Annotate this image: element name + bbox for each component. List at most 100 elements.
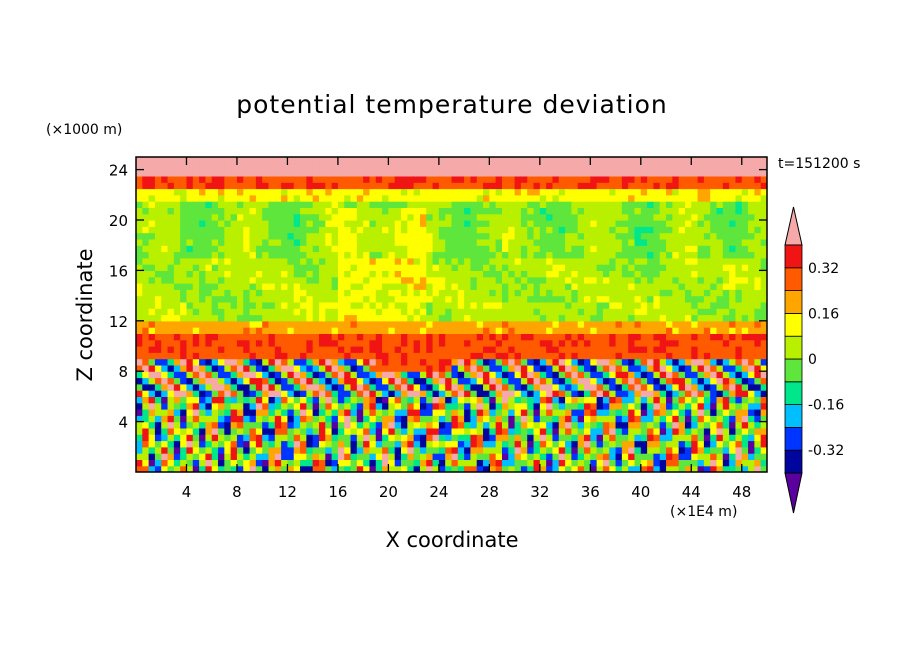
heatmap-cell <box>653 301 661 309</box>
heatmap-cell <box>382 289 389 297</box>
heatmap-cell <box>451 371 459 379</box>
heatmap-cell <box>684 465 692 472</box>
heatmap-cell <box>489 371 497 379</box>
heatmap-cell <box>318 383 326 391</box>
heatmap-cell <box>697 371 705 379</box>
heatmap-cell <box>577 402 585 410</box>
heatmap-cell <box>508 238 516 246</box>
heatmap-cell <box>741 440 749 448</box>
heatmap-cell <box>401 232 408 240</box>
heatmap-cell <box>180 264 188 271</box>
heatmap-cell <box>167 220 175 227</box>
heatmap-cell <box>659 339 667 347</box>
heatmap-cell <box>571 232 579 240</box>
heatmap-cell <box>659 289 667 297</box>
heatmap-cell <box>602 264 610 271</box>
heatmap-cell <box>369 465 377 472</box>
heatmap-cell <box>577 358 585 366</box>
heatmap-cell <box>748 358 755 366</box>
heatmap-cell <box>161 289 169 297</box>
heatmap-cell <box>533 226 541 234</box>
heatmap-cell <box>533 346 541 353</box>
heatmap-cell <box>748 163 755 171</box>
heatmap-cell <box>218 283 225 290</box>
heatmap-cell <box>363 396 371 404</box>
heatmap-cell <box>609 257 617 265</box>
heatmap-cell <box>628 320 636 328</box>
heatmap-cell <box>287 188 295 196</box>
heatmap-cell <box>350 188 358 196</box>
heatmap-cell <box>558 226 566 234</box>
heatmap-cell <box>281 295 289 303</box>
heatmap-cell <box>300 276 307 284</box>
heatmap-cell <box>546 421 554 429</box>
heatmap-cell <box>186 220 194 227</box>
heatmap-cell <box>659 396 667 404</box>
heatmap-cell <box>514 434 522 442</box>
heatmap-cell <box>432 163 440 171</box>
heatmap-cell <box>432 295 440 303</box>
heatmap-cell <box>180 446 188 454</box>
heatmap-cell <box>653 427 661 435</box>
heatmap-cell <box>192 453 200 460</box>
heatmap-cell <box>199 377 207 385</box>
heatmap-cell <box>470 232 478 240</box>
heatmap-cell <box>678 314 686 322</box>
heatmap-cell <box>640 453 648 460</box>
heatmap-cell <box>205 396 213 404</box>
heatmap-cell <box>735 440 743 448</box>
heatmap-cell <box>401 415 408 423</box>
heatmap-cell <box>287 226 295 234</box>
heatmap-cell <box>716 402 724 410</box>
heatmap-cell <box>211 459 219 467</box>
heatmap-cell <box>407 364 415 372</box>
heatmap-cell <box>565 440 572 448</box>
heatmap-cell <box>375 220 383 227</box>
heatmap-cell <box>703 182 711 190</box>
heatmap-cell <box>262 157 270 164</box>
heatmap-cell <box>741 465 749 472</box>
heatmap-cell <box>142 157 150 164</box>
heatmap-cell <box>413 257 421 265</box>
heatmap-cell <box>539 371 547 379</box>
heatmap-cell <box>703 264 711 271</box>
heatmap-cell <box>552 339 560 347</box>
heatmap-cell <box>722 352 730 360</box>
heatmap-cell <box>186 377 194 385</box>
heatmap-cell <box>741 264 749 271</box>
heatmap-cell <box>546 371 554 379</box>
heatmap-cell <box>539 289 547 297</box>
heatmap-cell <box>255 434 263 442</box>
heatmap-cell <box>407 327 415 334</box>
heatmap-cell <box>735 371 743 379</box>
heatmap-cell <box>703 415 711 423</box>
heatmap-cell <box>596 446 604 454</box>
heatmap-cell <box>388 427 396 435</box>
heatmap-cell <box>337 207 345 215</box>
heatmap-cell <box>754 270 762 278</box>
heatmap-cell <box>445 276 453 284</box>
heatmap-cell <box>142 194 150 202</box>
heatmap-cell <box>407 289 415 297</box>
heatmap-cell <box>577 257 585 265</box>
heatmap-cell <box>697 346 705 353</box>
heatmap-cell <box>495 283 503 290</box>
heatmap-cell <box>489 251 497 259</box>
heatmap-cell <box>407 169 415 177</box>
heatmap-cell <box>306 339 314 347</box>
heatmap-cell <box>684 409 692 416</box>
heatmap-cell <box>363 201 371 208</box>
heatmap-cell <box>754 289 762 297</box>
heatmap-cell <box>640 358 648 366</box>
heatmap-cell <box>300 327 307 334</box>
heatmap-cell <box>552 314 560 322</box>
heatmap-cell <box>331 188 339 196</box>
heatmap-cell <box>489 434 497 442</box>
heatmap-cell <box>565 207 572 215</box>
heatmap-cell <box>558 207 566 215</box>
heatmap-cell <box>350 251 358 259</box>
heatmap-cell <box>659 194 667 202</box>
heatmap-cell <box>268 276 276 284</box>
heatmap-cell <box>590 301 598 309</box>
heatmap-cell <box>666 226 673 234</box>
